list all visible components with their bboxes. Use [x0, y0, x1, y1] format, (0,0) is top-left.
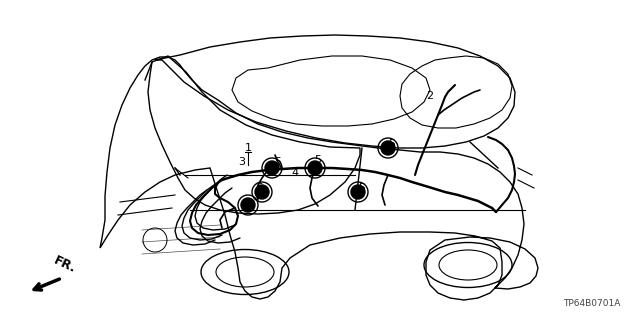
Text: 5: 5	[388, 139, 396, 149]
Circle shape	[241, 198, 255, 212]
Text: 1: 1	[244, 143, 252, 153]
Text: 3: 3	[239, 157, 246, 167]
Circle shape	[381, 141, 395, 155]
Circle shape	[255, 185, 269, 199]
Circle shape	[351, 185, 365, 199]
Circle shape	[308, 161, 322, 175]
Text: 5: 5	[244, 200, 252, 210]
Text: 5: 5	[275, 157, 282, 167]
Circle shape	[265, 161, 279, 175]
Text: TP64B0701A: TP64B0701A	[563, 299, 620, 308]
Text: 5: 5	[314, 155, 321, 165]
Text: 4: 4	[291, 168, 299, 178]
Text: 2: 2	[426, 91, 433, 101]
Text: FR.: FR.	[52, 253, 79, 275]
Text: 5: 5	[257, 183, 264, 193]
Text: 5: 5	[358, 183, 365, 193]
